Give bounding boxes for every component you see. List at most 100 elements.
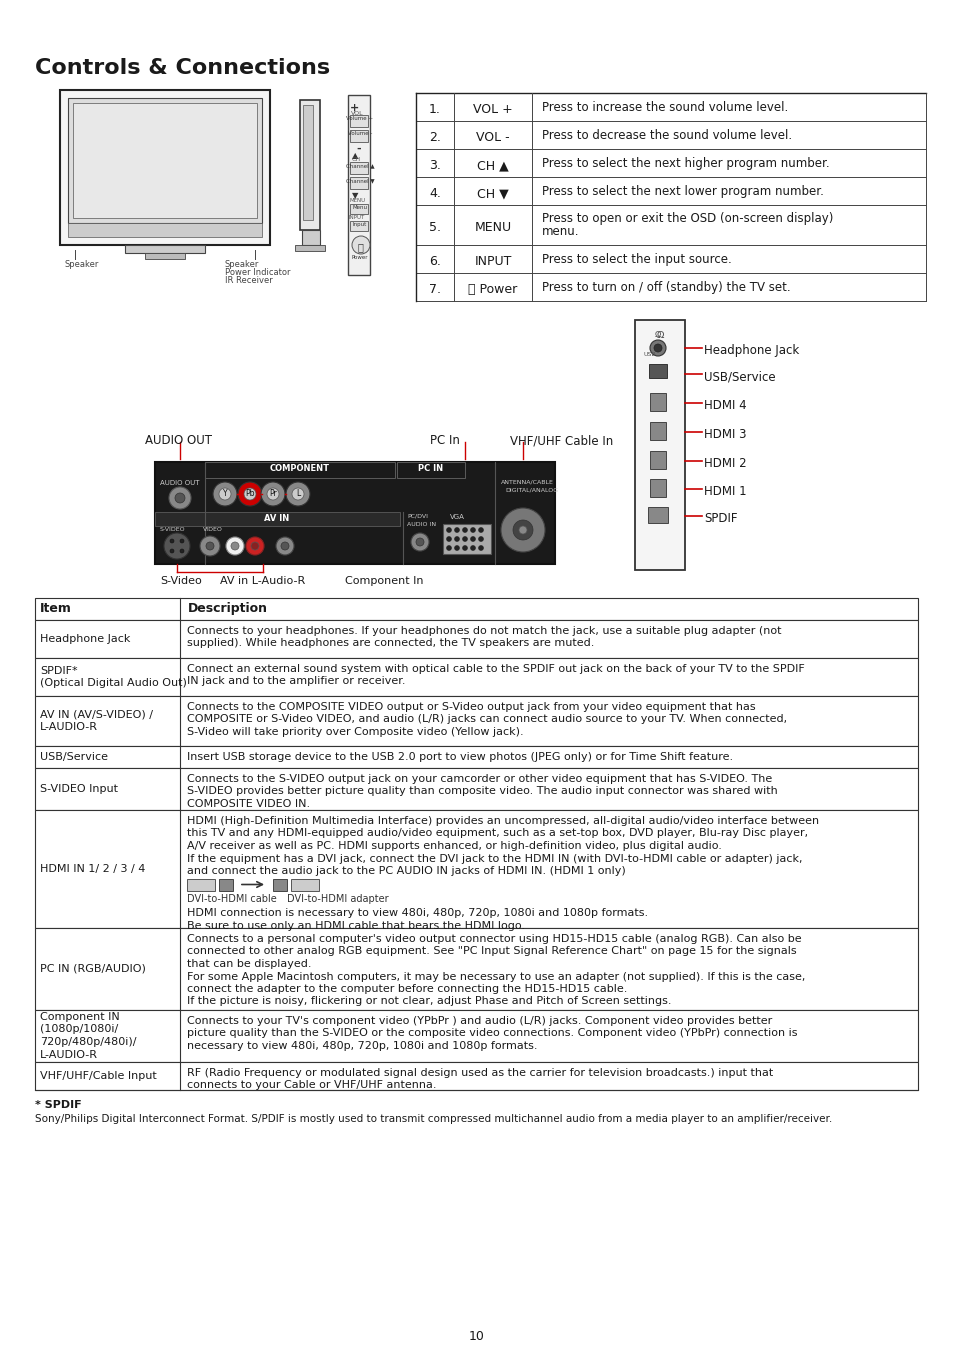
Text: * SPDIF: * SPDIF [35, 1100, 82, 1110]
Bar [442, 524, 491, 554]
Text: AUDIO IN: AUDIO IN [407, 522, 436, 526]
Text: ⏻: ⏻ [356, 242, 362, 252]
Text: this TV and any HDMI-equipped audio/video equipment, such as a set-top box, DVD : this TV and any HDMI-equipped audio/vide… [187, 829, 807, 838]
Text: S-VIDEO provides better picture quality than composite video. The audio input co: S-VIDEO provides better picture quality … [187, 787, 777, 796]
Bar [35, 927, 917, 1010]
Text: Headphone Jack: Headphone Jack [40, 633, 131, 644]
Circle shape [281, 541, 289, 549]
Bar [291, 879, 318, 891]
Text: COMPOSITE or S-Video VIDEO, and audio (L/R) jacks can connect audio source to yo: COMPOSITE or S-Video VIDEO, and audio (L… [187, 714, 786, 725]
Bar [154, 512, 399, 526]
Circle shape [231, 541, 239, 549]
Circle shape [206, 541, 213, 549]
Text: VOL -: VOL - [476, 131, 509, 144]
Text: USB: USB [643, 352, 656, 356]
Circle shape [180, 549, 184, 553]
Text: HDMI 1: HDMI 1 [703, 485, 746, 498]
Text: ANTENNA/CABLE: ANTENNA/CABLE [500, 481, 554, 485]
Bar [649, 451, 665, 468]
Bar [649, 479, 665, 497]
Circle shape [454, 536, 459, 541]
Text: Connects to your TV's component video (YPbPr ) and audio (L/R) jacks. Component : Connects to your TV's component video (Y… [187, 1017, 771, 1026]
Text: -: - [355, 144, 360, 154]
Text: Channel ▼: Channel ▼ [345, 178, 374, 184]
Text: MENU: MENU [350, 198, 366, 202]
Circle shape [174, 493, 185, 504]
Text: supplied). While headphones are connected, the TV speakers are muted.: supplied). While headphones are connecte… [187, 639, 594, 648]
Bar [649, 393, 665, 410]
Text: connects to your Cable or VHF/UHF antenna.: connects to your Cable or VHF/UHF antenn… [187, 1080, 436, 1091]
Text: DVI-to-HDMI adapter: DVI-to-HDMI adapter [287, 894, 388, 903]
Bar [145, 252, 185, 259]
Circle shape [454, 528, 459, 532]
Circle shape [513, 520, 533, 540]
Bar [35, 747, 917, 768]
Text: CH ▼: CH ▼ [476, 188, 508, 200]
Text: AUDIO OUT: AUDIO OUT [160, 481, 199, 486]
Circle shape [416, 539, 423, 545]
Text: AV in L-Audio-R: AV in L-Audio-R [220, 576, 305, 586]
Text: 1.: 1. [429, 103, 440, 116]
Bar [350, 177, 368, 189]
Text: HDMI connection is necessary to view 480i, 480p, 720p, 1080i and 1080p formats.: HDMI connection is necessary to view 480… [187, 909, 647, 918]
Circle shape [654, 344, 661, 352]
Bar [302, 230, 319, 244]
Circle shape [649, 340, 665, 356]
Text: CH ▲: CH ▲ [476, 159, 508, 171]
Text: Insert USB storage device to the USB 2.0 port to view photos (JPEG only) or for : Insert USB storage device to the USB 2.0… [187, 752, 732, 761]
Text: picture quality than the S-VIDEO or the composite video connections. Component v: picture quality than the S-VIDEO or the … [187, 1029, 797, 1038]
Text: Connects to your headphones. If your headphones do not match the jack, use a sui: Connects to your headphones. If your hea… [187, 626, 781, 636]
Bar [154, 462, 555, 564]
Circle shape [237, 482, 262, 506]
Bar [635, 320, 684, 570]
Text: Press to select the next lower program number.: Press to select the next lower program n… [541, 185, 823, 198]
Text: Y: Y [222, 489, 227, 498]
Circle shape [518, 526, 526, 535]
Text: AV IN (AV/S-VIDEO) /: AV IN (AV/S-VIDEO) / [40, 710, 152, 720]
Circle shape [170, 549, 173, 553]
Text: Connects to the S-VIDEO output jack on your camcorder or other video equipment t: Connects to the S-VIDEO output jack on y… [187, 774, 771, 784]
Text: S-Video: S-Video [160, 576, 201, 586]
Bar [187, 879, 214, 891]
Bar [35, 657, 917, 697]
Bar [299, 100, 319, 230]
Text: IN jack and to the amplifier or receiver.: IN jack and to the amplifier or receiver… [187, 676, 405, 687]
Circle shape [180, 539, 184, 543]
Circle shape [251, 541, 258, 549]
Text: PC/DVI: PC/DVI [407, 514, 428, 518]
Text: Power: Power [352, 255, 368, 261]
Text: SPDIF: SPDIF [703, 512, 737, 525]
Bar [348, 95, 370, 275]
Text: If the equipment has a DVI jack, connect the DVI jack to the HDMI IN (with DVI-t: If the equipment has a DVI jack, connect… [187, 853, 801, 864]
Text: INPUT: INPUT [474, 255, 511, 269]
Text: Speaker: Speaker [65, 261, 99, 269]
Bar [294, 244, 325, 251]
Text: L-AUDIO-R: L-AUDIO-R [40, 722, 98, 732]
Text: 5.: 5. [429, 221, 440, 234]
Text: Press to increase the sound volume level.: Press to increase the sound volume level… [541, 101, 787, 113]
Circle shape [478, 545, 483, 551]
Circle shape [446, 545, 451, 551]
Bar [273, 879, 287, 891]
Bar [303, 105, 313, 220]
Bar [73, 103, 256, 217]
Circle shape [446, 528, 451, 532]
Text: Ω: Ω [656, 329, 663, 340]
Circle shape [462, 536, 467, 541]
Circle shape [200, 536, 220, 556]
Text: IR Receiver: IR Receiver [225, 275, 273, 285]
Circle shape [411, 533, 429, 551]
Bar [125, 244, 205, 252]
Text: Channel ▲: Channel ▲ [345, 163, 374, 167]
Bar [68, 223, 262, 238]
Text: Press to turn on / off (standby) the TV set.: Press to turn on / off (standby) the TV … [541, 281, 790, 294]
Text: Sony/Philips Digital Interconnect Format. S/PDIF is mostly used to transmit comp: Sony/Philips Digital Interconnect Format… [35, 1114, 831, 1125]
Text: S-Video will take priority over Composite video (Yellow jack).: S-Video will take priority over Composit… [187, 728, 523, 737]
Bar [205, 462, 395, 478]
Bar [648, 364, 666, 378]
Text: L: L [295, 489, 300, 498]
Text: COMPOSITE VIDEO IN.: COMPOSITE VIDEO IN. [187, 799, 310, 809]
Text: VGA: VGA [450, 514, 464, 520]
Text: S-VIDEO: S-VIDEO [160, 526, 186, 532]
Text: VHF/UHF Cable In: VHF/UHF Cable In [510, 433, 613, 447]
